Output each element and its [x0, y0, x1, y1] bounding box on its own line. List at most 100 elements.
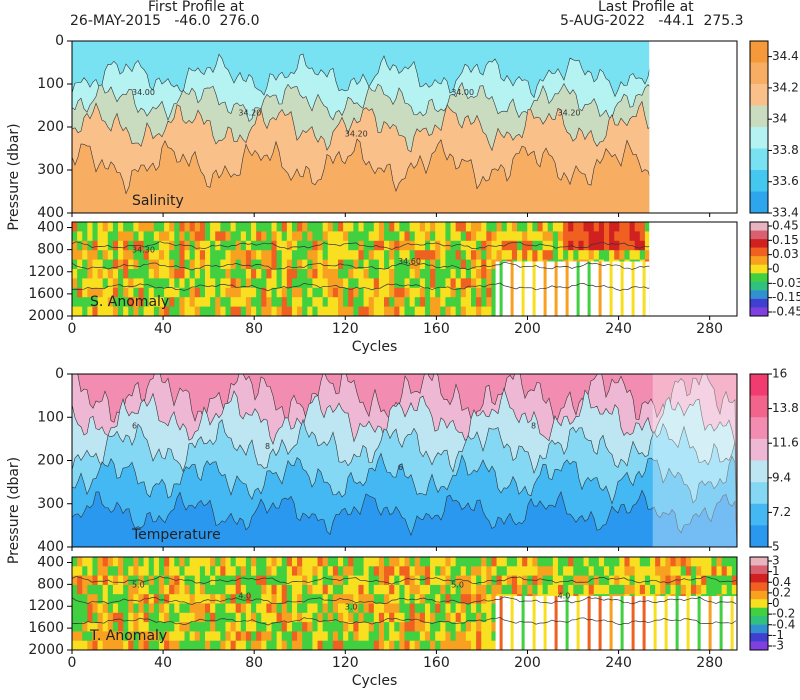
field-cell — [686, 241, 692, 251]
field-cell — [261, 306, 267, 316]
field-cell — [179, 306, 186, 316]
field-cell — [184, 287, 191, 298]
field-cell — [189, 603, 196, 614]
field-cell — [727, 297, 733, 307]
field-cell — [511, 240, 518, 251]
stripe — [598, 261, 602, 316]
field-cell — [394, 575, 400, 586]
field-cell — [389, 250, 395, 261]
field-cell — [205, 278, 211, 289]
field-cell — [133, 640, 139, 650]
field-cell — [112, 584, 119, 595]
stripe — [665, 261, 668, 316]
field-cell — [143, 297, 150, 308]
field-cell — [235, 269, 242, 279]
field-cell — [128, 297, 134, 308]
field-cell — [701, 231, 707, 241]
field-cell — [358, 306, 365, 316]
field-cell — [164, 603, 170, 614]
colorbar-tick-label: -0.2 — [772, 607, 795, 621]
field-cell — [148, 278, 155, 289]
field-cell — [471, 566, 477, 577]
field-cell — [245, 297, 252, 308]
field-cell — [97, 297, 104, 308]
field-cell — [112, 640, 119, 650]
field-cell — [148, 240, 155, 251]
field-cell — [297, 631, 303, 642]
field-cell — [384, 603, 390, 614]
field-cell — [706, 260, 712, 270]
field-cell — [164, 612, 170, 623]
field-cell — [215, 640, 221, 650]
field-cell — [389, 269, 395, 279]
field-cell — [598, 222, 605, 232]
field-cell — [486, 584, 492, 595]
field-cell — [378, 297, 385, 308]
field-cell — [681, 250, 687, 260]
field-cell — [471, 269, 477, 279]
field-cell — [143, 640, 150, 650]
field-cell — [210, 640, 216, 650]
field-cell — [348, 575, 354, 586]
field-cell — [133, 612, 139, 623]
colorbar-tick-label: -0.03 — [772, 276, 800, 290]
field-cell — [266, 566, 272, 577]
field-cell — [609, 557, 615, 567]
field-cell — [358, 622, 365, 632]
field-cell — [409, 640, 416, 650]
field-cell — [281, 222, 288, 232]
field-cell — [717, 297, 723, 307]
field-cell — [629, 231, 636, 242]
field-cell — [568, 250, 574, 261]
field-cell — [440, 594, 446, 604]
field-cell — [430, 640, 436, 650]
field-cell — [491, 222, 498, 232]
field-cell — [343, 566, 349, 577]
field-cell — [348, 231, 354, 242]
field-cell — [671, 231, 677, 241]
field-cell — [681, 231, 687, 241]
field-cell — [711, 584, 718, 595]
field-cell — [409, 269, 416, 279]
field-cell — [77, 287, 83, 298]
field-cell — [363, 278, 370, 289]
field-cell — [445, 612, 452, 623]
field-cell — [726, 584, 733, 595]
field-cell — [102, 250, 109, 261]
field-cell — [583, 240, 590, 251]
field-cell — [184, 566, 191, 577]
field-cell — [281, 240, 288, 251]
field-cell — [655, 575, 661, 586]
field-cell — [297, 259, 303, 270]
field-cell — [578, 575, 585, 586]
field-cell — [143, 631, 150, 642]
colorbar-swatch — [750, 239, 768, 248]
field-cell — [261, 603, 267, 614]
field-cell — [450, 297, 457, 308]
field-cell — [696, 575, 702, 586]
field-cell — [327, 557, 334, 567]
colorbar-swatch — [750, 438, 768, 461]
field-cell — [271, 250, 278, 261]
field-cell — [215, 222, 221, 232]
field-cell — [501, 222, 508, 232]
field-cell — [102, 603, 109, 614]
field-cell — [681, 269, 687, 279]
field-cell — [445, 594, 452, 604]
field-cell — [77, 306, 83, 316]
field-cell — [486, 557, 492, 567]
field-cell — [158, 584, 165, 595]
field-cell — [348, 594, 354, 604]
field-cell — [317, 631, 324, 642]
field-cell — [143, 557, 150, 567]
last-info: 5-AUG-2022 -44.1 275.3 — [560, 13, 744, 29]
field-cell — [189, 269, 196, 279]
field-cell — [164, 250, 170, 261]
field-cell — [77, 250, 83, 261]
field-cell — [491, 297, 498, 308]
field-cell — [128, 231, 134, 242]
field-cell — [542, 557, 549, 567]
field-cell — [251, 222, 257, 232]
field-cell — [230, 612, 237, 623]
field-cell — [92, 269, 99, 279]
